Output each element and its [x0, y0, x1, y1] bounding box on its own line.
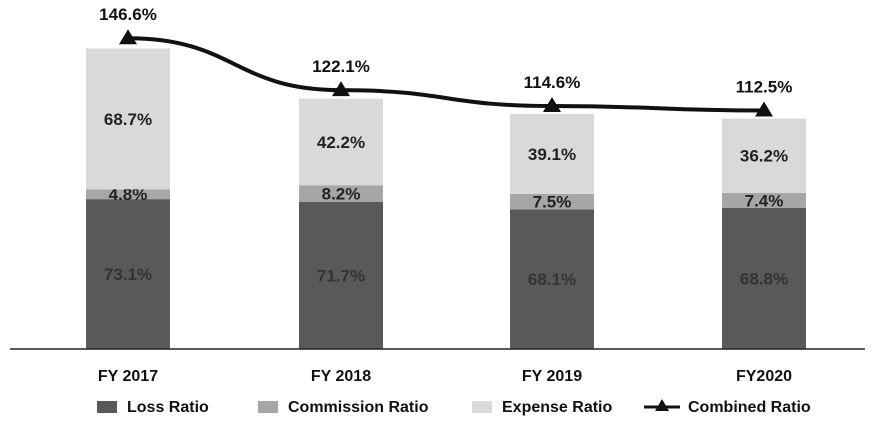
x-tick-labels: FY 2017 FY 2018 FY 2019 FY2020 [98, 368, 792, 385]
combined-ratio-marker [332, 81, 350, 97]
legend-expense-ratio-label: Expense Ratio [502, 399, 612, 416]
combined-ratio-data-label: 146.6% [99, 5, 157, 24]
loss-ratio-data-label: 68.8% [740, 269, 788, 288]
commission-ratio-bar [299, 185, 383, 203]
loss-ratio-data-label: 73.1% [104, 265, 152, 284]
legend-loss-ratio-swatch [97, 401, 117, 413]
legend-expense-ratio-swatch [472, 401, 492, 413]
commission-ratio-data-label: 4.8% [109, 185, 148, 204]
commission-ratio-data-label: 8.2% [322, 185, 361, 204]
expense-ratio-data-label: 36.2% [740, 147, 788, 166]
combined-ratio-line-group: 146.6% 122.1% 114.6% 112.5% [99, 5, 793, 117]
x-tick-label: FY 2017 [98, 368, 158, 385]
expense-ratio-data-label: 39.1% [528, 145, 576, 164]
loss-ratio-bar [722, 207, 806, 349]
loss-ratio-bar [86, 199, 170, 349]
combined-ratio-data-label: 112.5% [736, 78, 793, 97]
loss-ratio-bar [299, 202, 383, 349]
x-tick-label: FY2020 [736, 368, 792, 385]
expense-ratio-bar [299, 98, 383, 186]
legend-combined-ratio-label: Combined Ratio [688, 399, 811, 416]
commission-ratio-bar [722, 192, 806, 208]
legend-loss-ratio-label: Loss Ratio [127, 399, 209, 416]
commission-ratio-bar [510, 194, 594, 210]
loss-ratio-data-label: 71.7% [317, 267, 365, 286]
combined-ratio-marker [755, 101, 773, 117]
bar-series-group: 73.1% 4.8% 68.7% 71.7% 8.2% 42.2% 68.1% 7.5% 39.… [86, 48, 806, 349]
loss-ratio-data-label: 68.1% [528, 270, 576, 289]
commission-ratio-data-label: 7.4% [745, 191, 784, 210]
x-tick-label: FY 2018 [311, 368, 371, 385]
x-tick-label: FY 2019 [522, 368, 582, 385]
expense-ratio-data-label: 42.2% [317, 133, 365, 152]
combined-ratio-marker [119, 29, 137, 45]
expense-ratio-bar [722, 118, 806, 193]
combined-ratio-data-label: 122.1% [312, 57, 370, 76]
legend: Loss Ratio Commission Ratio Expense Ratio C… [97, 399, 811, 416]
loss-ratio-bar [510, 209, 594, 349]
legend-commission-ratio-label: Commission Ratio [288, 399, 429, 416]
commission-ratio-data-label: 7.5% [533, 193, 572, 212]
combined-ratio-line [127, 36, 765, 113]
expense-ratio-bar [86, 48, 170, 190]
expense-ratio-data-label: 68.7% [104, 110, 152, 129]
commission-ratio-bar [86, 189, 170, 200]
combined-ratio-marker [543, 97, 561, 113]
expense-ratio-bar [510, 113, 594, 195]
combined-ratio-data-label: 114.6% [524, 73, 581, 92]
legend-commission-ratio-swatch [258, 401, 278, 413]
legend-combined-ratio-marker [655, 399, 669, 411]
